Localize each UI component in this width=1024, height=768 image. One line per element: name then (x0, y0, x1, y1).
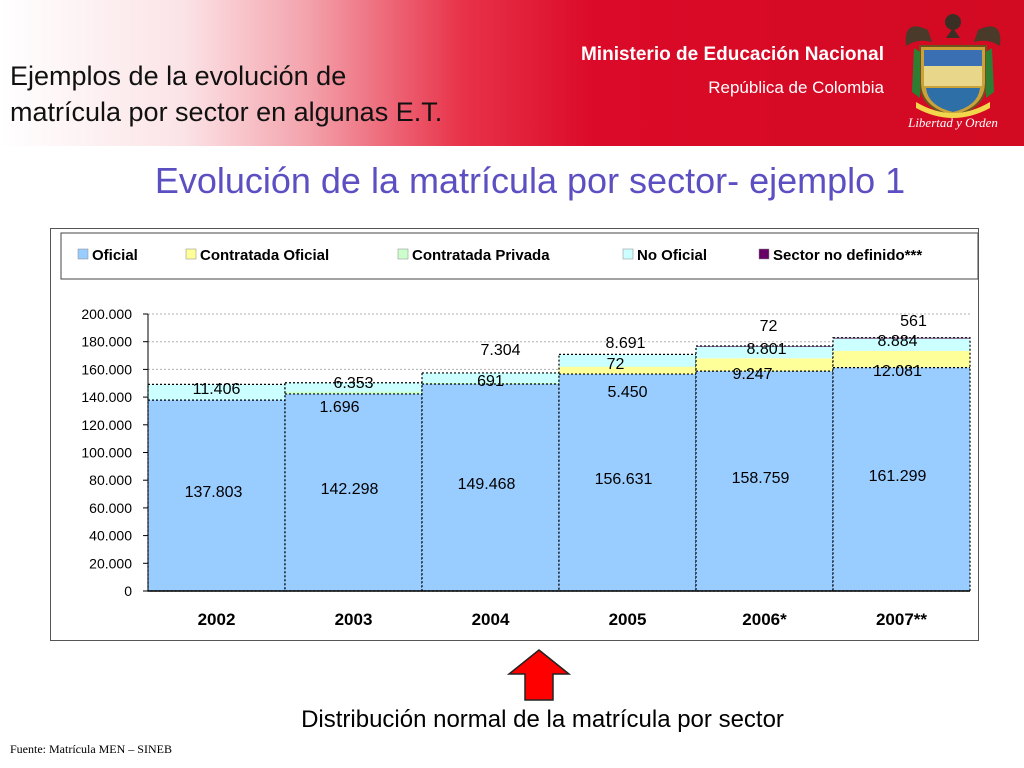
data-label: 8.801 (746, 341, 786, 358)
legend-label: Sector no definido*** (773, 247, 922, 264)
y-tick-label: 140.000 (81, 389, 132, 405)
data-label: 1.696 (319, 399, 359, 416)
legend: Oficial Contratada Oficial Contratada Priv… (60, 232, 978, 280)
bar-segment (422, 383, 559, 591)
ministry-name: Ministerio de Educación Nacional (580, 44, 884, 65)
y-tick-label: 60.000 (89, 500, 132, 516)
bar-segment (559, 366, 696, 368)
x-category-label: 2005 (609, 610, 647, 629)
data-label: 161.299 (869, 468, 927, 485)
axes: 0 20.000 40.000 60.000 80.000 100.000 120.000 1… (81, 306, 970, 629)
x-category-label: 2007** (876, 610, 927, 629)
data-label: 137.803 (185, 484, 243, 501)
colombia-coat-of-arms-icon (905, 14, 1001, 118)
y-tick-label: 200.000 (81, 306, 132, 322)
data-label: 691 (477, 373, 504, 390)
data-label: 5.450 (607, 384, 647, 401)
bars: 137.803 142.298 149.468 156.631 158.759 161.2… (147, 313, 971, 592)
bar-outline (421, 372, 560, 592)
bar-outline (558, 353, 697, 592)
bar-segment (833, 338, 970, 351)
x-category-label: 2002 (198, 610, 236, 629)
chart-note: Distribución normal de la matrícula por … (301, 706, 784, 733)
y-tick-label: 100.000 (81, 445, 132, 461)
y-tick-label: 40.000 (89, 528, 132, 544)
data-label: 11.406 (193, 381, 241, 398)
x-category-label: 2003 (335, 610, 373, 629)
legend-box (60, 232, 978, 280)
stacked-bar-chart: Oficial Contratada Oficial Contratada Priv… (60, 232, 978, 629)
legend-label: Oficial (92, 247, 138, 264)
bar-segment (696, 371, 833, 591)
data-label: 8.884 (877, 333, 917, 350)
slide-title-line2: matrícula por sector en algunas E.T. (10, 97, 443, 127)
slide-title-line1: Ejemplos de la evolución de (10, 61, 347, 91)
data-label: 149.468 (458, 476, 516, 493)
y-tick-label: 0 (124, 583, 132, 599)
legend-swatch (77, 248, 89, 260)
legend-swatch (758, 248, 770, 260)
chart-title: Evolución de la matrícula por sector- ej… (154, 160, 906, 201)
y-tick-label: 160.000 (81, 361, 132, 377)
bar-segment (696, 346, 833, 359)
slide-title: Ejemplos de la evolución de matrícula po… (10, 58, 590, 130)
bar-segment (148, 384, 285, 401)
legend-label: Contratada Oficial (200, 247, 329, 264)
x-category-label: 2004 (472, 610, 510, 629)
bar-segment (285, 393, 422, 591)
bar-segment (833, 350, 970, 368)
data-label: 561 (900, 313, 927, 330)
data-label: 8.691 (605, 335, 645, 352)
legend-label: No Oficial (637, 247, 707, 264)
data-label: 7.304 (480, 342, 520, 359)
data-label: 142.298 (321, 481, 379, 498)
x-category-label: 2006* (742, 610, 787, 629)
legend-swatch (622, 248, 634, 260)
data-label: 72 (760, 318, 778, 335)
y-tick-label: 180.000 (81, 334, 132, 350)
bar-segment (559, 366, 696, 375)
data-label: 12.081 (873, 363, 922, 380)
bar-segment (696, 358, 833, 372)
y-tick-label: 80.000 (89, 472, 132, 488)
bar-segment (285, 391, 422, 394)
data-label: 9.247 (732, 366, 772, 383)
legend-swatch (397, 248, 409, 260)
legend-label: Contratada Privada (412, 247, 550, 264)
data-label: 6.353 (333, 375, 373, 392)
bar-segment (422, 372, 559, 384)
bar-segment (559, 354, 696, 367)
y-tick-label: 120.000 (81, 417, 132, 433)
ministry-country: República de Colombia (708, 78, 884, 97)
up-arrow-icon (506, 649, 572, 701)
data-label: 156.631 (595, 471, 653, 488)
crest-motto: Libertad y Orden (908, 115, 998, 130)
legend-swatch (185, 248, 197, 260)
header-banner (0, 0, 1024, 146)
data-label: 72 (607, 356, 625, 373)
bar-segment (285, 382, 422, 392)
bar-segment (559, 374, 696, 591)
bar-segment (833, 367, 970, 591)
bar-segment (148, 400, 285, 591)
data-label: 158.759 (732, 470, 790, 487)
chart-frame: Oficial Contratada Oficial Contratada Priv… (50, 228, 979, 641)
bar-outline (695, 345, 834, 592)
bar-outline (832, 337, 971, 592)
source-citation: Fuente: Matrícula MEN – SINEB (10, 742, 172, 756)
y-tick-label: 20.000 (89, 555, 132, 571)
